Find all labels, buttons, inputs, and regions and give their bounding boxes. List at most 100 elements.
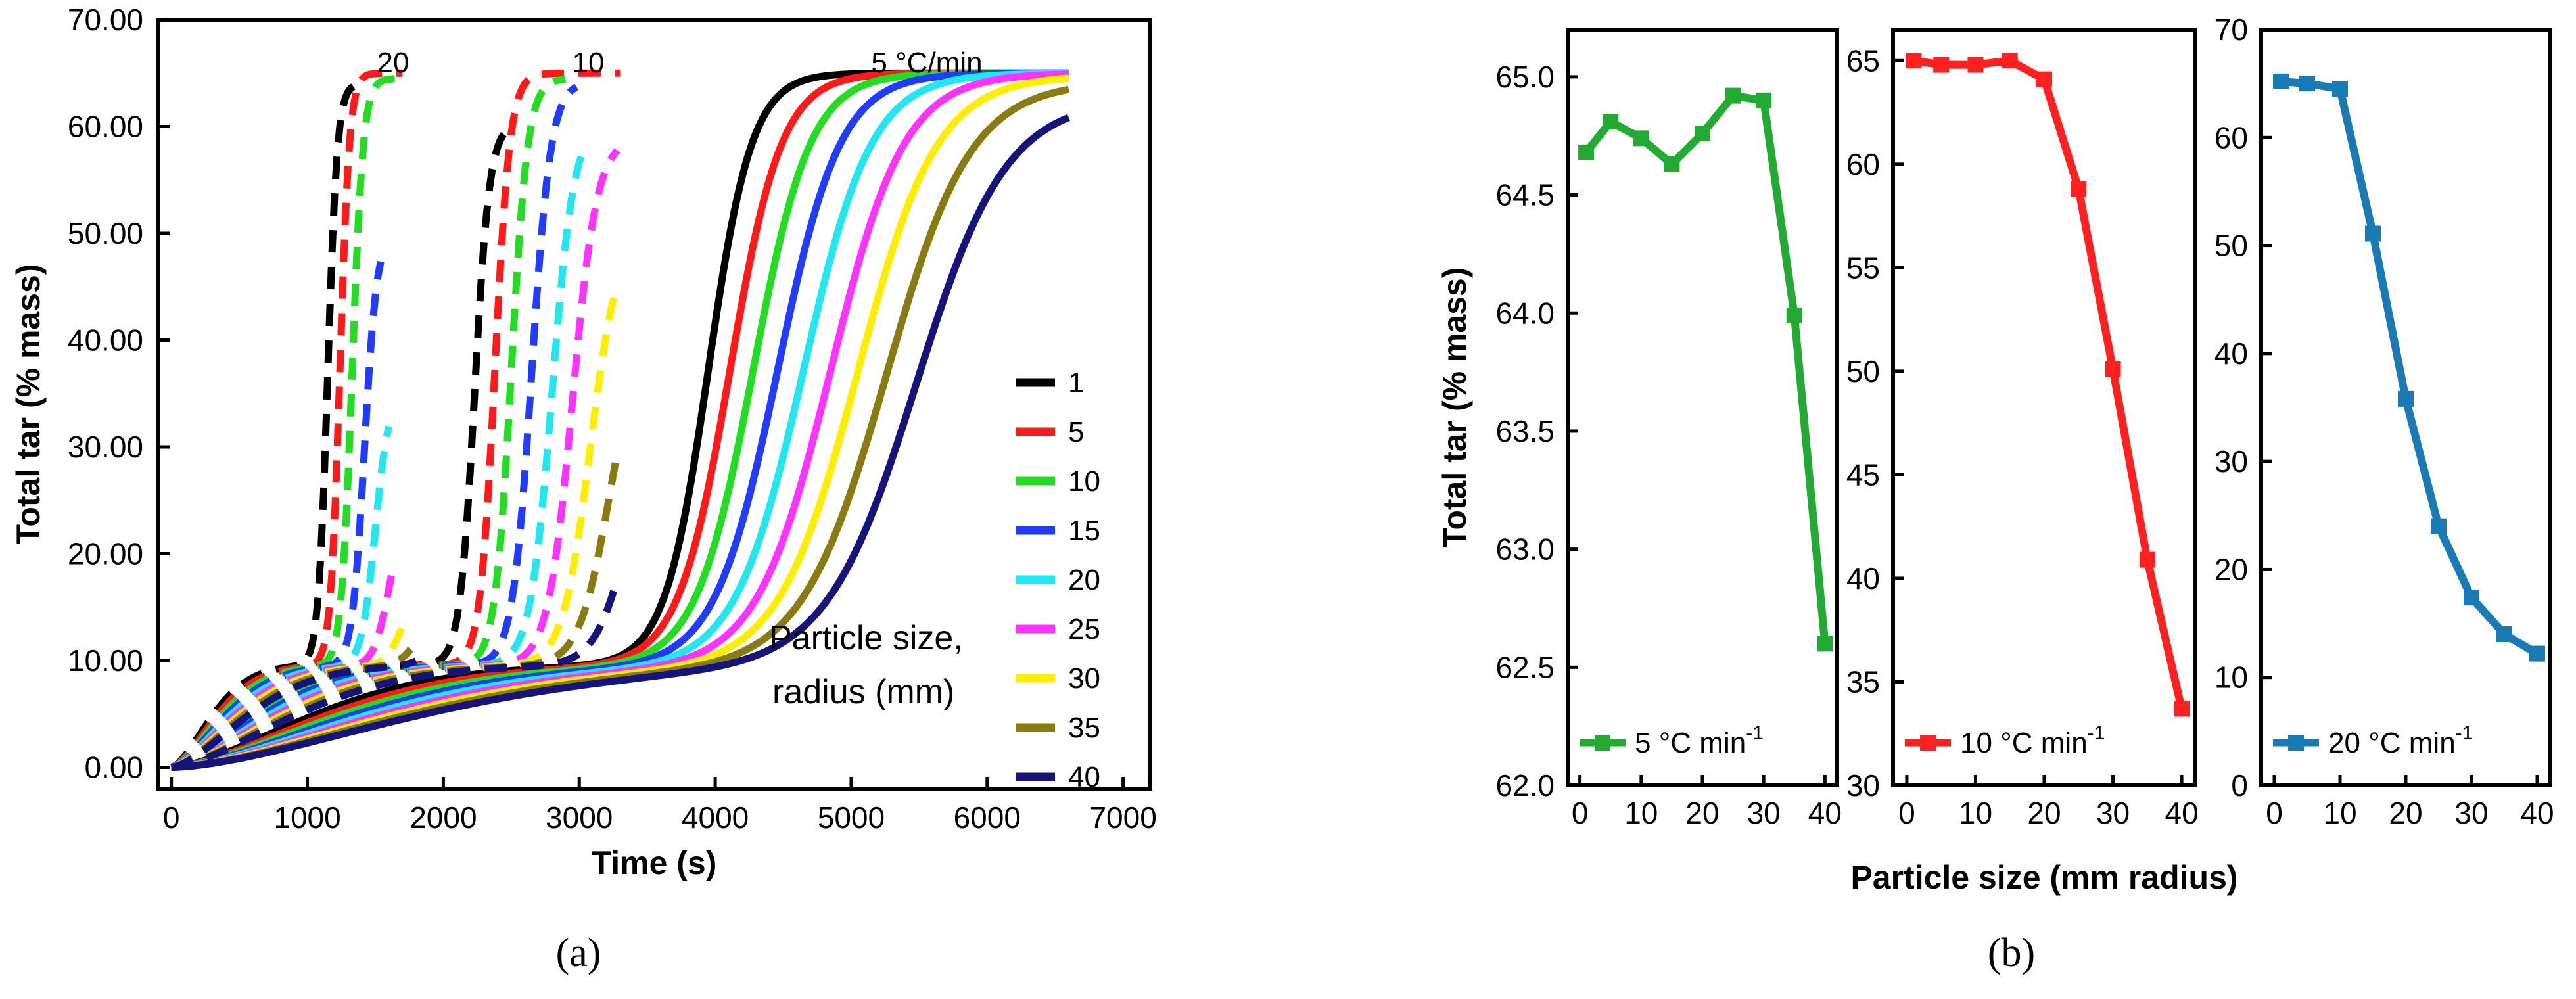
subplot-b-3-y-tick-label: 70 bbox=[2214, 12, 2248, 47]
a-x-tick-label: 0 bbox=[163, 801, 180, 835]
subplot-b-2-x-tick-label: 10 bbox=[1959, 796, 1992, 830]
subplot-b-1-point bbox=[1695, 126, 1710, 142]
subplot-b-3: 0 10 20 30 40 0 10 20 30 40 50 60 70 20 °C min-1 bbox=[2214, 12, 2554, 830]
subplot-b-2-y-tick-label: 35 bbox=[1846, 664, 1880, 699]
subplot-b-3-legend-label: 20 °C min-1 bbox=[2328, 722, 2473, 759]
subplot-b-3-x-tick-label: 20 bbox=[2389, 796, 2422, 830]
a-x-tick-label: 3000 bbox=[546, 801, 613, 835]
subplot-b-1-point bbox=[1786, 307, 1802, 323]
legend-label-30: 30 bbox=[1068, 662, 1100, 695]
subplot-b-3-x-tick-label: 0 bbox=[2266, 796, 2283, 830]
subplot-b-2-y-tick-label: 45 bbox=[1846, 457, 1880, 492]
subplot-b-1-x-tick-label: 20 bbox=[1685, 796, 1719, 830]
a-x-tick-label: 6000 bbox=[954, 801, 1021, 835]
subplot-b-3-point bbox=[2431, 518, 2447, 534]
panel-a-y-axis-label: Total tar (% mass) bbox=[10, 264, 47, 545]
subplot-b-2-point bbox=[1933, 57, 1950, 73]
legend-label-15: 15 bbox=[1068, 515, 1100, 547]
legend-label-5: 5 bbox=[1068, 416, 1084, 448]
subplot-b-3-point bbox=[2273, 73, 2289, 89]
legend-label-35: 35 bbox=[1068, 712, 1100, 744]
subplot-b-3-point bbox=[2299, 76, 2315, 92]
subplot-b-1-point bbox=[1664, 156, 1680, 172]
subplot-b-1-legend-label: 5 °C min-1 bbox=[1635, 722, 1764, 759]
a-y-tick-label: 0.00 bbox=[84, 751, 143, 785]
caption-a: (a) bbox=[556, 931, 601, 975]
a-y-tick-label: 10.00 bbox=[68, 643, 143, 678]
a-x-tick-label: 2000 bbox=[410, 801, 477, 835]
panel-b-y-axis-label: Total tar (% mass) bbox=[1436, 267, 1473, 548]
subplot-b-3-point bbox=[2464, 590, 2479, 606]
panel-a-ticks: 0 1000 2000 3000 4000 5000 6000 7000 0.00 10.00 20… bbox=[68, 3, 1157, 835]
subplot-b-2: 0 10 20 30 40 30 35 40 45 50 55 60 65 10 °C min-1 bbox=[1846, 28, 2199, 830]
subplot-b-3-y-tick-label: 0 bbox=[2231, 768, 2248, 802]
subplot-b-3-point bbox=[2398, 390, 2414, 407]
subplot-b-1-y-tick-label: 63.0 bbox=[1495, 532, 1555, 567]
subplot-b-2-x-tick-label: 0 bbox=[1898, 796, 1915, 830]
subplot-b-2-point bbox=[2139, 551, 2155, 568]
subplot-b-1-y-tick-label: 62.5 bbox=[1495, 650, 1555, 684]
subplot-b-2-point bbox=[2174, 701, 2190, 717]
subplot-b-1: 0 10 20 30 40 62.0 62.5 63.0 63.5 64.0 64.5 65.0 5 °… bbox=[1495, 28, 1842, 830]
subplot-b-3-x-tick-label: 40 bbox=[2520, 796, 2554, 830]
subplot-b-2-y-tick-label: 40 bbox=[1846, 561, 1880, 595]
panel-a: 0 1000 2000 3000 4000 5000 6000 7000 0.00 10.00 20… bbox=[10, 3, 1157, 975]
subplot-b-2-y-tick-label: 65 bbox=[1846, 43, 1880, 78]
subplot-b-3-y-tick-label: 20 bbox=[2214, 552, 2248, 586]
subplot-b-2-point bbox=[1967, 57, 1984, 73]
subplot-b-3-x-tick-label: 10 bbox=[2323, 796, 2356, 830]
subplot-b-3-point bbox=[2529, 645, 2545, 662]
subplot-b-3-legend-marker bbox=[2288, 735, 2304, 751]
subplot-b-3-y-tick-label: 30 bbox=[2214, 444, 2248, 478]
subplot-b-2-y-tick-label: 30 bbox=[1846, 768, 1880, 802]
panel-a-plot-area bbox=[170, 69, 1071, 771]
subplot-b-1-point bbox=[1756, 92, 1772, 108]
subplot-b-1-y-tick-label: 64.0 bbox=[1495, 296, 1555, 330]
subplot-b-2-point bbox=[2036, 71, 2052, 87]
legend-title-line-2: radius (mm) bbox=[772, 673, 954, 711]
legend-title-line-1: Particle size, bbox=[769, 619, 963, 657]
subplot-b-2-y-tick-label: 50 bbox=[1846, 354, 1880, 388]
subplot-b-2-y-tick-label: 60 bbox=[1846, 147, 1880, 181]
subplot-b-1-point bbox=[1633, 130, 1649, 147]
subplot-b-2-legend-label: 10 °C min-1 bbox=[1960, 722, 2105, 759]
subplot-b-3-y-tick-label: 50 bbox=[2214, 229, 2248, 263]
rate-label-10: 10 bbox=[573, 47, 605, 79]
series-40-20c-line bbox=[171, 657, 418, 771]
subplot-b-3-y-tick-label: 10 bbox=[2214, 661, 2248, 695]
subplot-b-1-x-tick-label: 0 bbox=[1572, 796, 1589, 830]
a-x-tick-label: 5000 bbox=[818, 801, 885, 835]
subplot-b-3-point bbox=[2365, 225, 2381, 242]
series-40-10c-line bbox=[171, 577, 621, 771]
subplot-b-2-x-tick-label: 20 bbox=[2027, 796, 2061, 830]
subplot-b-2-x-tick-label: 30 bbox=[2096, 796, 2130, 830]
subplot-b-2-y-tick-label: 55 bbox=[1846, 250, 1880, 285]
legend-label-10: 10 bbox=[1068, 465, 1100, 498]
subplot-b-1-point bbox=[1603, 114, 1619, 130]
legend-label-25: 25 bbox=[1068, 613, 1100, 645]
subplot-b-1-point bbox=[1578, 144, 1594, 160]
rate-label-5: 5 °C/min bbox=[871, 47, 982, 79]
subplot-b-1-y-tick-label: 63.5 bbox=[1495, 414, 1555, 448]
subplot-b-3-y-tick-label: 60 bbox=[2214, 120, 2248, 154]
subplot-b-3-x-tick-label: 30 bbox=[2454, 796, 2488, 830]
legend-label-40: 40 bbox=[1068, 761, 1100, 793]
subplot-b-2-legend-marker bbox=[1920, 735, 1936, 751]
subplot-b-1-x-tick-label: 40 bbox=[1808, 796, 1842, 830]
legend-label-1: 1 bbox=[1068, 367, 1084, 399]
legend-label-20: 20 bbox=[1068, 564, 1100, 596]
subplot-b-1-x-tick-label: 10 bbox=[1624, 796, 1658, 830]
subplot-b-1-legend-marker bbox=[1595, 735, 1610, 751]
subplot-b-3-point bbox=[2496, 626, 2512, 642]
a-x-tick-label: 1000 bbox=[273, 801, 340, 835]
subplot-b-1-y-tick-label: 62.0 bbox=[1495, 768, 1555, 802]
subplot-b-1-point bbox=[1817, 636, 1833, 652]
subplot-b-1-point bbox=[1725, 87, 1741, 104]
series-40-5c-line bbox=[171, 114, 1071, 771]
a-y-tick-label: 60.00 bbox=[68, 110, 143, 144]
subplot-b-2-point bbox=[2002, 53, 2018, 69]
